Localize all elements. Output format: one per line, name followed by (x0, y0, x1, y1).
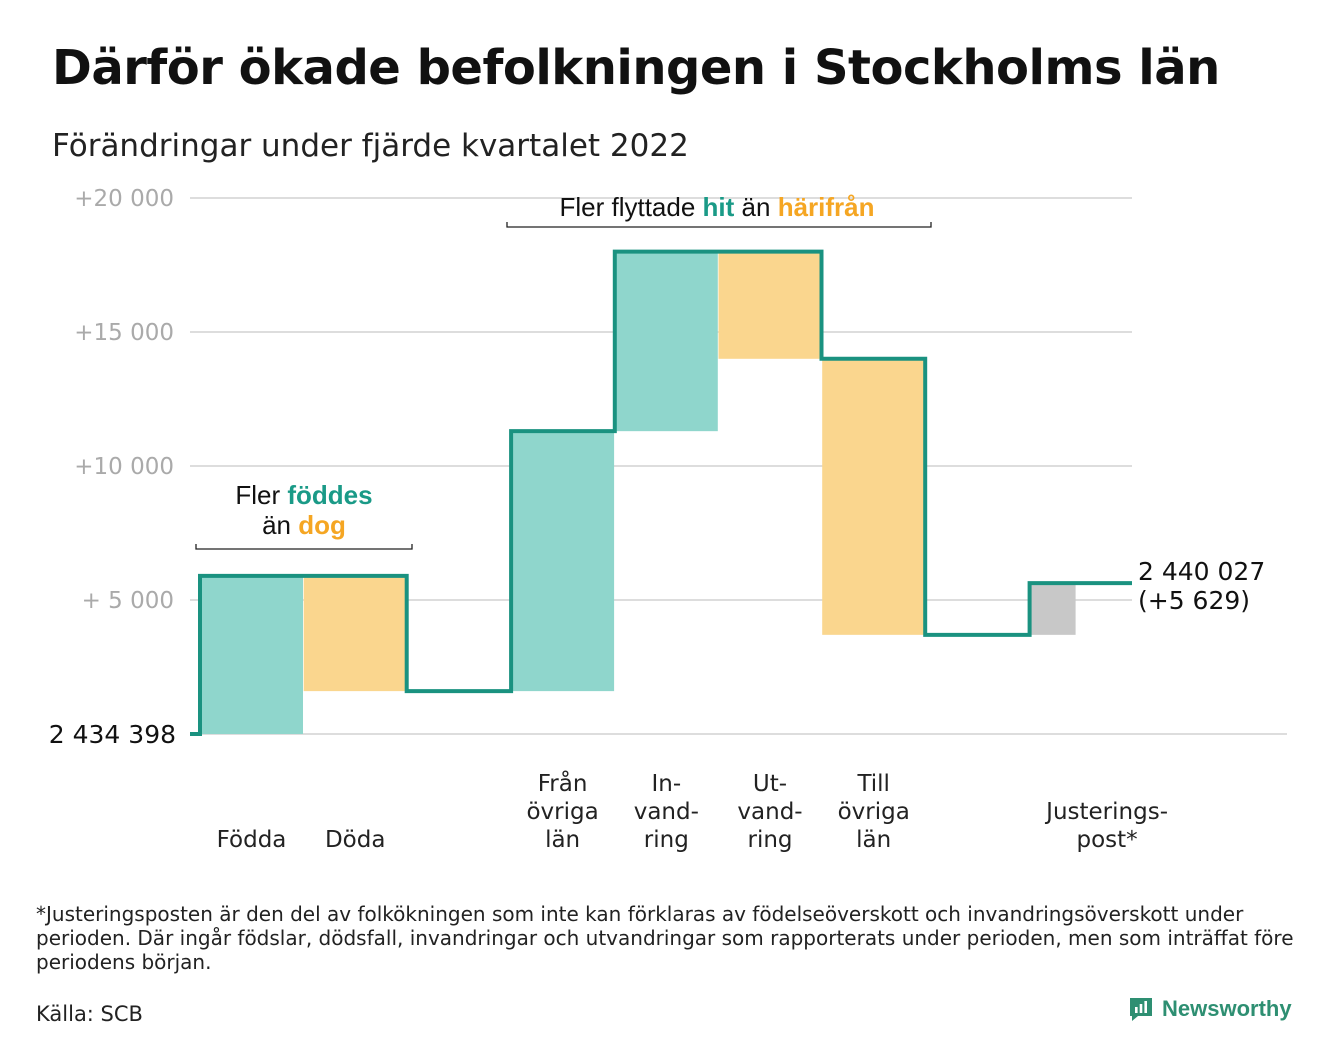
annotation-migration-part: härifrån (778, 192, 875, 222)
brand-logo: Newsworthy (1128, 996, 1292, 1022)
category-label-fran_ovriga_lan: Från (538, 769, 588, 797)
newsworthy-icon (1130, 998, 1152, 1021)
annotation-migration-bracket (506, 222, 932, 228)
category-label-till_ovriga_lan: län (856, 827, 891, 853)
brand-name: Newsworthy (1162, 996, 1292, 1021)
category-label-till_ovriga_lan: Till (856, 771, 890, 797)
annotation-migration-part: Fler flyttade (559, 192, 702, 222)
cumulative-step-line (190, 249, 1132, 736)
annotation-births-line2-part: än (262, 510, 298, 540)
end-value-label: (+5 629) (1138, 586, 1250, 615)
category-label-justeringspost: post* (1077, 827, 1138, 853)
category-label-till_ovriga_lan: övriga (838, 799, 910, 825)
category-label-fran_ovriga_lan: övriga (526, 799, 598, 825)
y-tick-label: + 5 000 (82, 588, 174, 614)
end-value-label: 2 440 027 (1138, 557, 1265, 586)
y-tick-label: +15 000 (74, 320, 174, 346)
bar-doda (303, 575, 407, 692)
footnote: *Justeringsposten är den del av folkökni… (36, 902, 1294, 974)
annotation-births-line1-part: Fler (235, 480, 287, 510)
category-label-fran_ovriga_lan: län (545, 827, 580, 853)
annotation-births-line1: Fler föddes (235, 480, 372, 510)
annotation-births-line1-part: föddes (287, 480, 372, 510)
annotation-migration: Fler flyttade hit än härifrån (559, 192, 874, 222)
annotation-births-line2-part: dog (298, 510, 346, 540)
chart-subtitle: Förändringar under fjärde kvartalet 2022 (52, 128, 689, 164)
category-label-fodda: Födda (217, 827, 287, 853)
bar-fran_ovriga_lan (511, 431, 615, 692)
annotation-migration-part: än (734, 192, 777, 222)
category-label-justeringspost: Justerings- (1044, 799, 1168, 825)
start-value-label: 2 434 398 (49, 720, 176, 749)
y-tick-label: +20 000 (74, 186, 174, 212)
y-tick-label: +10 000 (74, 454, 174, 480)
bar-till_ovriga_lan (822, 358, 926, 635)
source-note: Källa: SCB (36, 1002, 143, 1026)
category-label-invandring: vand- (634, 799, 699, 825)
annotation-migration-part: hit (703, 192, 735, 222)
chart-title: Därför ökade befolkningen i Stockholms l… (52, 40, 1220, 96)
annotation-births-bracket (195, 544, 413, 550)
bar-invandring (614, 251, 718, 432)
category-label-invandring: ring (644, 827, 689, 853)
category-label-utvandring: Ut- (753, 771, 787, 797)
bar-utvandring (718, 251, 822, 359)
bar-justeringspost (1029, 583, 1076, 635)
waterfall-chart: + 5 000 +10 000 +15 000 +20 000 2 434 398 2 4… (49, 186, 1287, 853)
bar-fodda (200, 575, 303, 734)
category-label-invandring: In- (651, 771, 681, 797)
category-label-doda: Döda (325, 827, 385, 853)
annotation-births-line2: än dog (262, 510, 346, 540)
category-label-utvandring: ring (747, 827, 792, 853)
category-label-utvandring: vand- (737, 799, 802, 825)
